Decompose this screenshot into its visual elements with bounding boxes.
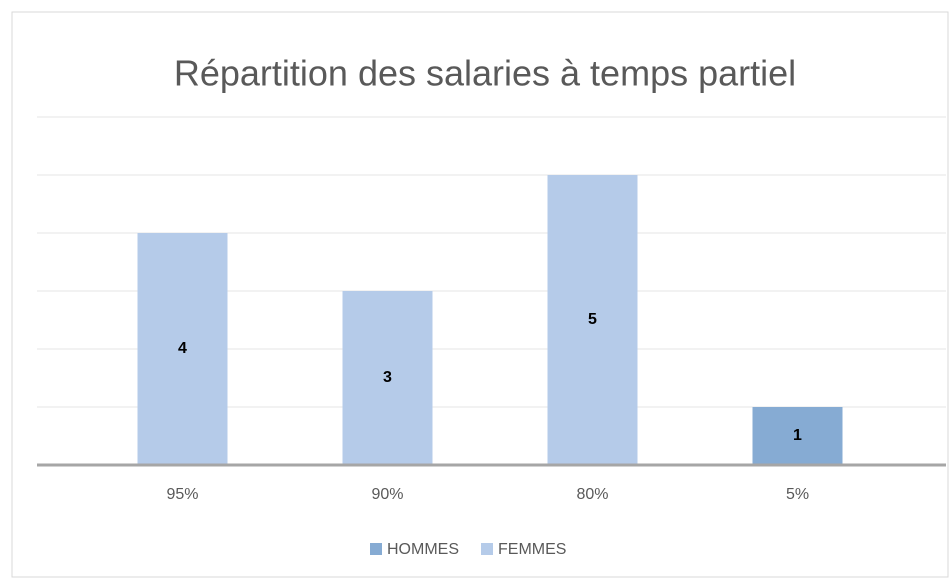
data-label: 3	[383, 369, 392, 386]
bar	[342, 291, 433, 465]
x-tick-label: 5%	[786, 486, 809, 503]
bar	[752, 407, 843, 465]
data-label: 4	[178, 340, 187, 357]
legend-label: HOMMES	[387, 541, 459, 558]
legend-swatch	[481, 543, 493, 555]
x-tick-label: 90%	[371, 486, 403, 503]
x-tick-label: 80%	[576, 486, 608, 503]
data-label: 5	[588, 311, 597, 328]
legend-swatch	[370, 543, 382, 555]
x-tick-label: 95%	[166, 486, 198, 503]
bar	[137, 233, 228, 465]
chart-title: Répartition des salaries à temps partiel	[174, 53, 796, 94]
bar	[547, 175, 638, 465]
legend-label: FEMMES	[498, 541, 566, 558]
data-label: 1	[793, 427, 802, 444]
